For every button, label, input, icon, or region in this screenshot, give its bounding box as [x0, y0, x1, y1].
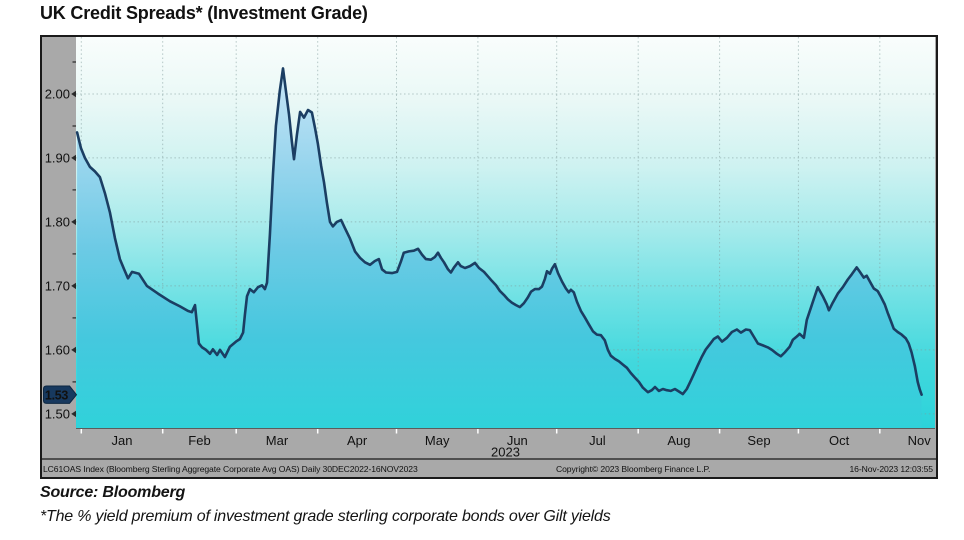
y-tick-label: 1.70: [45, 278, 70, 293]
footnote: *The % yield premium of investment grade…: [40, 508, 611, 525]
y-tick-label: 1.90: [45, 150, 70, 165]
chart-container: Jan Feb Mar Apr May Jun Jul Aug Sep Oct Nov 2023 1.5…: [40, 35, 938, 479]
y-tick-arrow: [71, 346, 76, 354]
month-label: Aug: [667, 433, 690, 448]
y-tick-arrow: [71, 90, 76, 98]
credit-spreads-chart: Jan Feb Mar Apr May Jun Jul Aug Sep Oct Nov 2023 1.5…: [40, 35, 938, 479]
y-tick-arrow: [71, 410, 76, 418]
footer-center: Copyright© 2023 Bloomberg Finance L.P.: [556, 464, 710, 474]
y-tick-arrow: [71, 154, 76, 162]
chart-title: UK Credit Spreads* (Investment Grade): [40, 3, 368, 23]
year-label: 2023: [491, 445, 520, 460]
last-value-badge: [43, 385, 78, 404]
source-attribution: Source: Bloomberg: [40, 484, 186, 501]
y-tick-label: 2.00: [45, 87, 70, 102]
y-tick-label: 1.60: [45, 342, 70, 357]
y-tick-arrow: [71, 218, 76, 226]
y-tick-label: 1.50: [45, 406, 70, 421]
area-fill: [77, 68, 922, 429]
month-label: May: [425, 433, 450, 448]
month-label: Sep: [747, 433, 770, 448]
y-tick-arrow: [71, 282, 76, 290]
spread-line: [75, 67, 923, 396]
month-label: Feb: [188, 433, 210, 448]
month-label: Jul: [589, 433, 606, 448]
last-value-label: 1.53: [45, 388, 68, 402]
month-label: Jan: [112, 433, 133, 448]
month-label: Nov: [908, 433, 932, 448]
month-label: Jun: [507, 433, 528, 448]
footer-left: LC61OAS Index (Bloomberg Sterling Aggreg…: [43, 464, 418, 474]
month-label: Oct: [829, 433, 850, 448]
footer-right: 16-Nov-2023 12:03:55: [849, 464, 933, 474]
y-tick-label: 1.80: [45, 214, 70, 229]
month-label: Apr: [347, 433, 368, 448]
chart-border: [40, 35, 938, 479]
month-label: Mar: [266, 433, 289, 448]
